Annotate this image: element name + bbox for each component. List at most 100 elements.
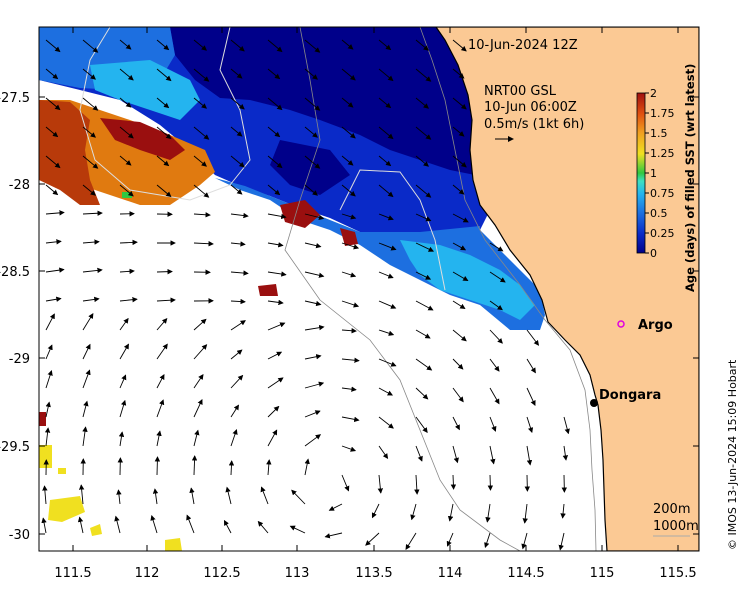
current-arrow [452,39,467,52]
current-arrow [150,514,158,534]
current-arrow [415,184,432,198]
x-tick-label: 111.5 [54,566,91,581]
current-arrow [267,97,283,111]
current-arrow [452,416,460,431]
current-arrow [225,486,232,505]
current-arrow [291,489,306,505]
current-arrow [489,387,500,405]
current-arrow [489,300,503,311]
current-arrow [82,97,99,111]
current-arrow [230,68,243,79]
current-arrow [230,184,243,195]
current-arrow [452,387,464,403]
y-axis-ticks: -27.5 -28 -28.5 -29 -29.5 -30 [0,91,699,543]
current-arrow [341,416,360,423]
current-arrow [267,155,283,169]
current-arrow [341,300,360,308]
current-arrow [415,358,433,371]
current-arrow [365,532,380,546]
current-arrow [415,155,429,167]
current-arrow [341,271,357,278]
current-arrow [452,242,467,251]
current-arrow [341,68,356,81]
isobath-contour-mid [339,169,446,291]
current-arrow [156,318,168,331]
current-arrow [119,399,127,418]
current-arrow [341,328,357,334]
sst-patch-darkred-sw [39,412,46,426]
current-arrow [378,184,394,198]
current-arrow [156,268,173,275]
current-arrow [119,68,134,81]
current-arrow [82,39,99,53]
current-arrow [452,155,467,168]
dongara-label: Dongara [599,388,661,403]
current-arrow [415,300,434,311]
map-timestamp: 10-Jun-2024 12Z [468,38,578,53]
current-arrow [415,445,423,462]
current-arrow [267,429,278,447]
current-arrow [304,184,318,196]
current-arrow [489,445,496,465]
current-arrow [267,213,287,220]
current-arrow [304,300,322,307]
colorbar-tick-label: 2 [650,87,657,100]
colorbar-title: Age (days) of filled SST (wrt latest) [683,64,697,292]
current-arrow [341,474,350,492]
sst-patch-yellow-4 [165,538,182,551]
sst-patch-red-1 [280,200,320,228]
isobath-contour-west [79,27,251,201]
current-arrow [378,271,394,279]
colorbar-tick-label: 1.25 [650,147,675,160]
current-arrow [82,296,100,303]
current-arrow [415,329,431,339]
current-arrow [378,242,397,251]
current-arrow [230,374,244,389]
current-arrow [304,410,321,418]
current-arrow [267,351,283,360]
current-arrow [193,68,210,82]
sst-patch-yellow-1 [39,445,52,468]
current-arrow [267,184,281,196]
current-arrow [378,155,392,167]
sst-region-navy-lower [270,140,350,195]
current-arrow [193,39,207,51]
current-arrow [118,431,125,447]
y-tick-label: -29.5 [0,440,30,455]
current-arrow [193,373,204,389]
current-arrow [156,97,170,109]
x-tick-label: 113.5 [355,566,392,581]
current-arrow [452,300,466,309]
current-arrow [405,532,417,550]
x-tick-label: 114.5 [507,566,544,581]
current-arrow [267,405,280,418]
current-arrow [45,126,59,138]
current-arrow [526,416,534,434]
current-arrow [377,474,384,494]
colorbar-tick-label: 1 [650,167,657,180]
current-arrow [193,429,200,447]
current-arrow [119,155,132,166]
current-arrow [304,434,322,447]
current-arrow [378,445,389,460]
y-tick-label: -27.5 [0,91,30,106]
current-arrow [45,155,61,169]
current-arrow [82,68,96,80]
isobath-200m [419,27,597,551]
x-tick-label: 114 [438,566,463,581]
land-mass [435,27,699,551]
current-arrow [489,358,500,372]
current-arrow [415,126,432,140]
current-arrow [119,374,127,389]
current-arrow [156,374,165,389]
current-arrow [82,369,91,389]
current-arrow [41,517,47,534]
current-arrow [119,39,132,50]
current-arrow [116,489,122,505]
current-arrow [452,68,465,79]
current-arrow [156,155,170,167]
current-arrow [341,357,360,363]
current-arrow [152,488,159,505]
current-arrow [82,184,96,196]
current-arrow [82,155,99,169]
